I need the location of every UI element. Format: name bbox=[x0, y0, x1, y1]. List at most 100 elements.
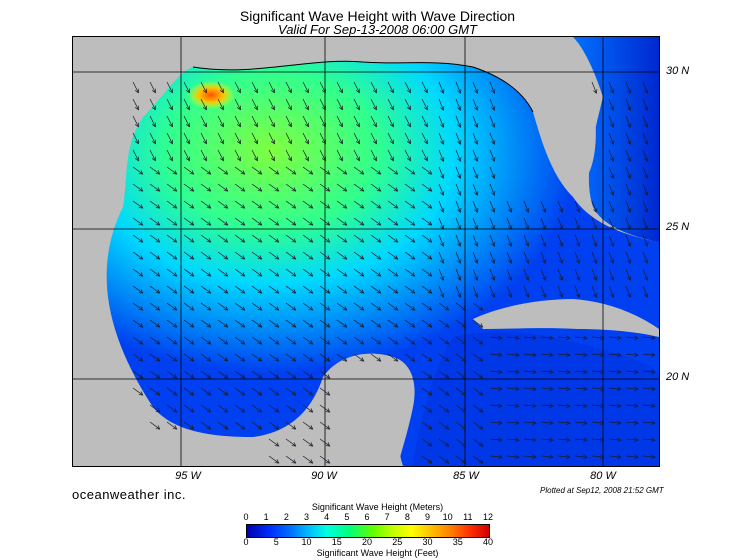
wave-arrow-head bbox=[525, 208, 530, 213]
wave-arrow-head bbox=[644, 123, 649, 128]
wave-arrow bbox=[353, 302, 364, 311]
wave-arrow bbox=[353, 115, 360, 127]
wave-arrow-head bbox=[491, 225, 496, 230]
wave-arrow-head bbox=[189, 374, 195, 379]
lon-label-80w: 80 W bbox=[590, 470, 616, 482]
wave-arrow-head bbox=[634, 335, 639, 341]
wave-arrow bbox=[540, 217, 546, 230]
wave-arrow bbox=[387, 302, 398, 311]
wave-arrow bbox=[608, 149, 614, 162]
wave-arrow bbox=[421, 319, 432, 328]
wave-arrow bbox=[608, 421, 621, 424]
wave-arrow-head bbox=[651, 437, 656, 443]
wave-arrow-head bbox=[491, 157, 496, 162]
wave-arrow-head bbox=[185, 88, 190, 94]
wave-arrow-head bbox=[457, 259, 462, 264]
wave-arrow-head bbox=[627, 123, 632, 128]
wave-arrow-head bbox=[444, 374, 450, 379]
wave-arrow bbox=[268, 387, 279, 396]
wave-arrow bbox=[251, 217, 262, 226]
wave-arrow bbox=[387, 268, 398, 277]
wave-arrow-head bbox=[342, 289, 348, 294]
wave-arrow-head bbox=[291, 289, 297, 294]
wave-arrow bbox=[455, 353, 466, 362]
wave-arrow bbox=[285, 81, 292, 93]
wave-arrow bbox=[455, 285, 461, 298]
wave-arrow bbox=[540, 353, 553, 356]
wave-arrow-head bbox=[206, 221, 212, 226]
wave-arrow-head bbox=[372, 105, 377, 111]
wave-arrow-head bbox=[457, 89, 462, 94]
wave-arrow-head bbox=[406, 122, 411, 128]
colorbar-feet-tick: 25 bbox=[392, 537, 403, 547]
wave-arrow bbox=[523, 251, 529, 264]
coastline bbox=[192, 60, 534, 113]
wave-arrow bbox=[285, 268, 296, 277]
wave-arrow bbox=[217, 370, 228, 379]
wave-arrow-head bbox=[338, 122, 343, 128]
wave-arrow bbox=[268, 183, 279, 192]
wave-arrow bbox=[438, 132, 444, 145]
wave-arrow bbox=[438, 251, 444, 264]
colorbar-meters-tick: 2 bbox=[283, 512, 289, 522]
wave-arrow bbox=[353, 319, 364, 328]
wave-arrow-head bbox=[566, 454, 571, 460]
wave-arrow bbox=[523, 455, 536, 458]
wave-arrow-head bbox=[566, 369, 571, 375]
wave-arrow-head bbox=[325, 340, 331, 345]
wave-arrow-head bbox=[257, 340, 263, 345]
lat-label-30n: 30 N bbox=[666, 65, 690, 77]
wave-arrow-head bbox=[542, 208, 547, 213]
wave-arrow-head bbox=[593, 259, 598, 264]
wave-arrow bbox=[285, 251, 296, 260]
wave-arrow bbox=[251, 387, 262, 396]
wave-arrow bbox=[285, 370, 296, 379]
wave-arrow bbox=[217, 200, 228, 209]
wave-arrow bbox=[217, 404, 228, 413]
wave-arrow-head bbox=[525, 225, 530, 230]
wave-arrow-head bbox=[372, 156, 377, 162]
wave-arrow bbox=[302, 302, 313, 311]
wave-arrow bbox=[591, 234, 597, 247]
wave-arrow bbox=[574, 353, 587, 356]
wave-arrow bbox=[387, 81, 394, 93]
wave-arrow-head bbox=[223, 357, 229, 362]
wave-arrow bbox=[421, 132, 428, 144]
wave-arrow-head bbox=[342, 255, 348, 260]
colorbar-meters-tick: 4 bbox=[324, 512, 330, 522]
wave-arrow-head bbox=[491, 106, 496, 111]
wave-arrow bbox=[268, 132, 275, 144]
wave-arrow-head bbox=[219, 88, 224, 94]
wave-arrow-head bbox=[134, 156, 139, 162]
wave-arrow-head bbox=[257, 306, 263, 311]
wave-arrow-head bbox=[223, 289, 229, 294]
wave-arrow bbox=[455, 98, 461, 111]
wave-arrow bbox=[489, 285, 495, 298]
wave-arrow-head bbox=[342, 306, 348, 311]
wave-arrow bbox=[302, 166, 313, 175]
wave-arrow bbox=[608, 183, 614, 196]
wave-arrow bbox=[200, 302, 211, 311]
wave-arrow-head bbox=[172, 357, 178, 362]
colorbar-meters-tick: 1 bbox=[263, 512, 269, 522]
wave-arrow-head bbox=[325, 357, 331, 362]
colorbar-meters-tick: 3 bbox=[303, 512, 309, 522]
wave-arrow bbox=[336, 251, 347, 260]
wave-arrow bbox=[183, 98, 190, 110]
wave-arrow-head bbox=[236, 156, 241, 162]
wave-arrow bbox=[132, 115, 139, 127]
map-title: Significant Wave Height with Wave Direct… bbox=[239, 8, 516, 24]
wave-arrow bbox=[404, 183, 415, 192]
wave-arrow-head bbox=[291, 374, 297, 379]
wave-arrow bbox=[557, 217, 563, 230]
wave-arrow bbox=[540, 387, 553, 390]
wave-arrow bbox=[438, 455, 449, 464]
wave-arrow bbox=[404, 319, 415, 328]
lat-label-20n: 20 N bbox=[666, 371, 690, 383]
wave-arrow-head bbox=[440, 157, 445, 162]
wave-arrow-head bbox=[498, 454, 503, 460]
wave-arrow-head bbox=[444, 340, 450, 345]
wave-arrow bbox=[455, 217, 461, 230]
wave-arrow bbox=[506, 387, 519, 390]
wave-arrow bbox=[217, 387, 228, 396]
